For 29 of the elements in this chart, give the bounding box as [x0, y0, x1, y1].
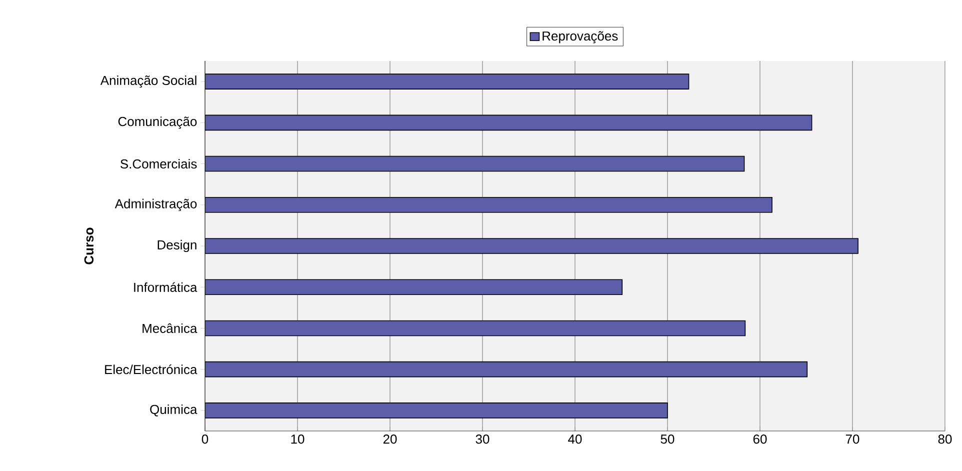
bar — [205, 74, 690, 90]
x-tick-label: 80 — [938, 434, 952, 444]
x-tick-label: 0 — [202, 434, 208, 444]
y-tick-label: S.Comerciais — [120, 159, 197, 169]
bar — [205, 238, 858, 254]
x-tick-label: 60 — [753, 434, 767, 444]
bar — [205, 196, 772, 213]
bar — [205, 320, 746, 336]
x-tick-label: 70 — [846, 434, 860, 444]
bar — [205, 156, 745, 172]
y-axis-title: Curso — [84, 228, 94, 264]
y-tick-label: Design — [158, 240, 196, 252]
bar — [205, 279, 623, 296]
bar — [205, 402, 668, 418]
y-tick-label: Animação Social — [100, 75, 196, 88]
x-tick-label: 30 — [476, 434, 490, 444]
y-tick-label: Quimica — [150, 404, 198, 416]
y-tick-label: Mecânica — [142, 323, 198, 334]
y-tick-label: Administração — [114, 198, 197, 211]
y-tick-label: Informática — [134, 282, 198, 292]
y-tick-label: Comunicação — [118, 116, 197, 129]
x-tick-label: 50 — [660, 434, 674, 444]
y-tick-label: Elec/Electrónica — [105, 364, 198, 374]
legend-label: Reprovações — [542, 31, 618, 44]
bar — [205, 114, 812, 131]
x-tick-label: 20 — [383, 434, 397, 444]
bar — [205, 361, 808, 378]
x-tick-label: 40 — [568, 434, 582, 444]
x-tick-label: 10 — [291, 434, 304, 444]
